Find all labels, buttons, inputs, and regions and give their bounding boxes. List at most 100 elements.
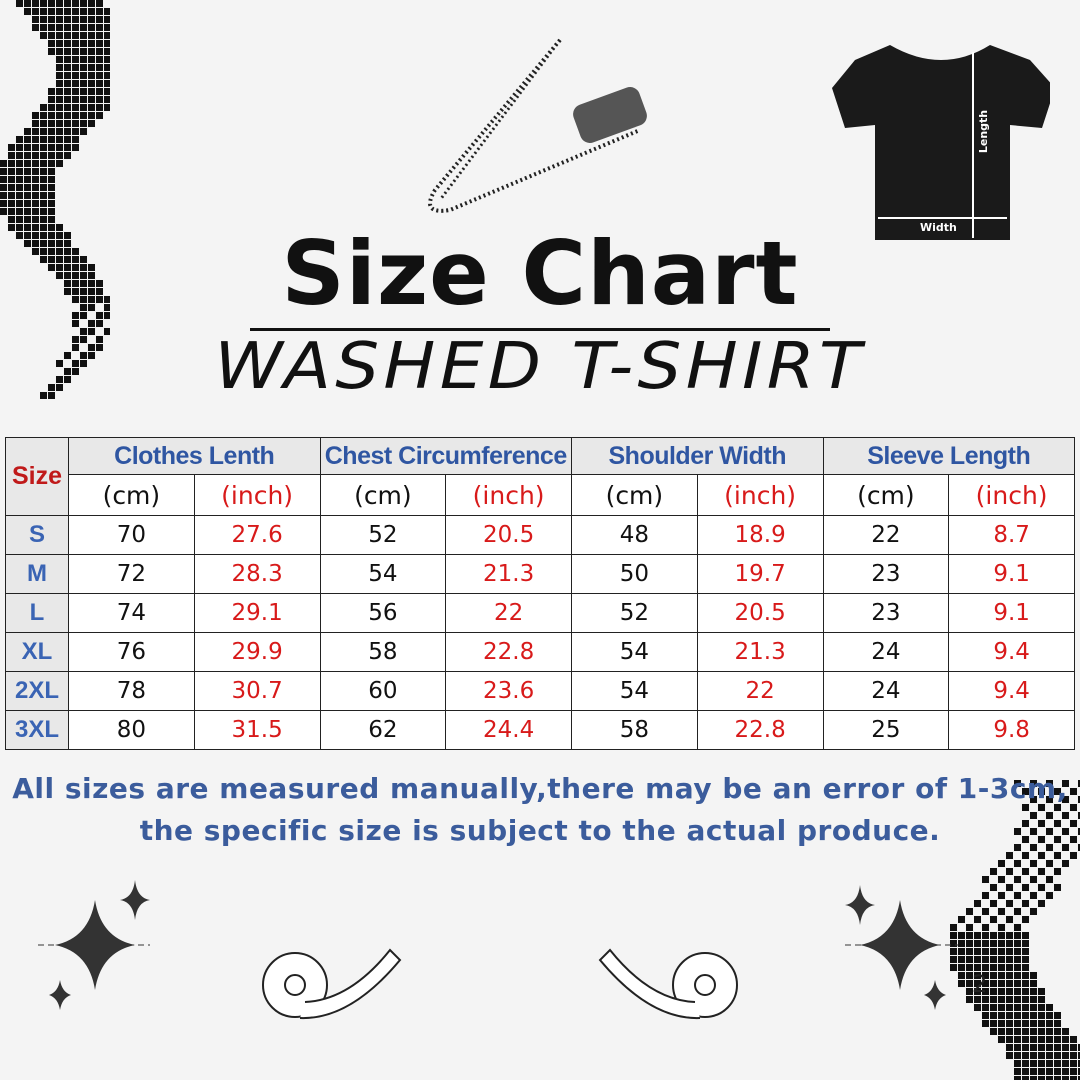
pixel — [1062, 828, 1069, 835]
pixel — [1022, 988, 1029, 995]
pixel — [32, 0, 39, 7]
pixel — [998, 972, 1005, 979]
pixel — [80, 360, 87, 367]
pixel — [1078, 828, 1080, 835]
pixel — [1022, 820, 1029, 827]
pixel — [990, 964, 997, 971]
pixel — [64, 32, 71, 39]
pixel — [1006, 964, 1013, 971]
pixel — [1046, 812, 1053, 819]
pixel — [982, 876, 989, 883]
inch-value: 27.6 — [193, 515, 321, 555]
pixel — [1062, 1036, 1069, 1043]
pixel — [1014, 924, 1021, 931]
pixel — [80, 8, 87, 15]
pixel — [40, 216, 47, 223]
page-subtitle: WASHED T-SHIRT — [214, 330, 866, 404]
pixel — [1078, 1076, 1080, 1080]
pixel — [72, 88, 79, 95]
pixel — [32, 112, 39, 119]
pixel — [1078, 1052, 1080, 1059]
pixel — [64, 256, 71, 263]
pixel — [1062, 796, 1069, 803]
pixel — [40, 24, 47, 31]
pixel — [958, 956, 965, 963]
pixel — [990, 932, 997, 939]
cm-value: 24 — [822, 632, 950, 672]
pixel — [24, 128, 31, 135]
pixel — [40, 136, 47, 143]
pixel — [1070, 820, 1077, 827]
pixel — [96, 48, 103, 55]
pixel — [40, 248, 47, 255]
pixel — [1022, 788, 1029, 795]
pixel — [40, 0, 47, 7]
pixel — [1006, 1020, 1013, 1027]
pixel — [56, 240, 63, 247]
pixel — [56, 224, 63, 231]
pixel — [1030, 828, 1037, 835]
pixel — [1030, 908, 1037, 915]
pixel — [1006, 1044, 1013, 1051]
pixel — [96, 80, 103, 87]
pixel — [1054, 1060, 1061, 1067]
pixel — [1062, 1076, 1069, 1080]
pixel — [1046, 860, 1053, 867]
pixel — [96, 56, 103, 63]
pixel — [950, 956, 957, 963]
pixel — [1054, 1052, 1061, 1059]
inch-value: 9.4 — [948, 671, 1075, 711]
pixel — [982, 908, 989, 915]
pixel — [56, 112, 63, 119]
pixel — [88, 16, 95, 23]
pixel — [1038, 820, 1045, 827]
pixel — [958, 964, 965, 971]
pixel — [1022, 1076, 1029, 1080]
pixel — [88, 64, 95, 71]
pixel — [1030, 1076, 1037, 1080]
pixel — [1070, 1036, 1077, 1043]
pixel — [56, 56, 63, 63]
pixel — [1054, 1020, 1061, 1027]
pixel — [982, 956, 989, 963]
pixel — [16, 144, 23, 151]
cm-value: 76 — [68, 632, 195, 672]
pixel — [1014, 932, 1021, 939]
pixel — [72, 144, 79, 151]
pixel — [16, 216, 23, 223]
pixel — [990, 916, 997, 923]
pixel — [1022, 932, 1029, 939]
group-header: Chest Circumference — [319, 437, 572, 475]
pixel — [1022, 1012, 1029, 1019]
pixel — [1030, 1020, 1037, 1027]
pixel — [8, 160, 15, 167]
pixel — [104, 304, 110, 311]
pixel — [40, 184, 47, 191]
pixel — [104, 16, 110, 23]
pixel — [990, 996, 997, 1003]
sparkle-right-decoration — [845, 885, 958, 1010]
pixel — [0, 184, 7, 191]
pixel — [96, 0, 103, 7]
pixel — [1030, 1036, 1037, 1043]
cm-value: 54 — [571, 632, 698, 672]
pixel — [104, 296, 110, 303]
pixel — [48, 128, 55, 135]
pixel — [974, 996, 981, 1003]
pixel — [48, 24, 55, 31]
pixel — [16, 152, 23, 159]
inch-value: 22.8 — [445, 632, 572, 672]
pixel — [1014, 948, 1021, 955]
pixel — [1070, 836, 1077, 843]
cm-value: 74 — [68, 593, 195, 633]
inch-value: 20.5 — [445, 515, 572, 555]
pixel — [64, 232, 71, 239]
pixel — [1022, 884, 1029, 891]
pixel — [1006, 852, 1013, 859]
pixel — [1014, 996, 1021, 1003]
pixel — [16, 176, 23, 183]
pixel — [1022, 1052, 1029, 1059]
pixel — [1062, 1068, 1069, 1075]
pixel — [32, 168, 39, 175]
pixel — [48, 88, 55, 95]
